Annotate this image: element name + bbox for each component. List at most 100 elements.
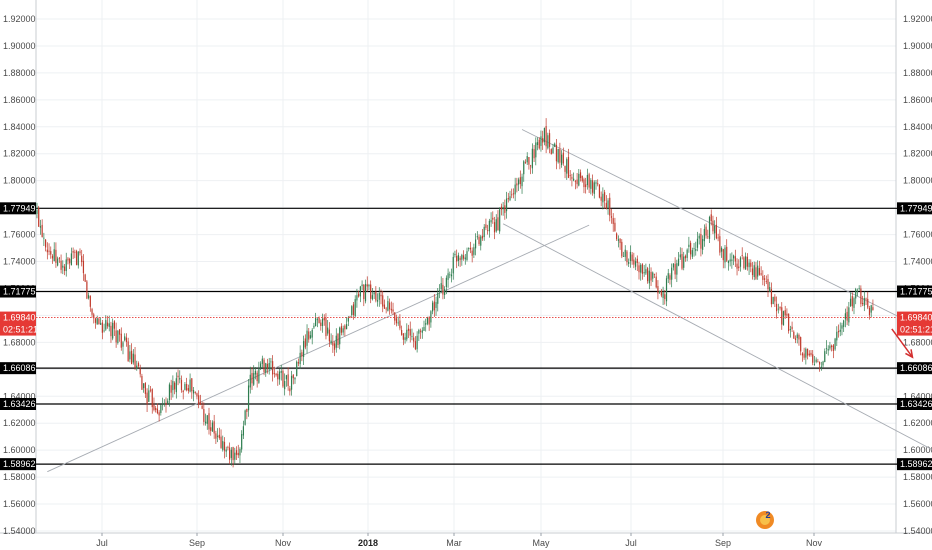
candle-body xyxy=(120,333,122,348)
candle-body xyxy=(158,412,160,416)
trend-line[interactable] xyxy=(521,129,932,386)
candle-body xyxy=(648,270,650,284)
candle-body xyxy=(617,239,619,241)
candle-body xyxy=(366,284,368,287)
candle-body xyxy=(260,363,262,368)
candle-body xyxy=(275,373,277,376)
candle-body xyxy=(681,254,683,269)
candle-body xyxy=(251,372,253,384)
candle-body xyxy=(578,173,580,186)
candle-body xyxy=(385,308,387,310)
y-tick-label: 1.90000 xyxy=(3,41,36,51)
candle-body xyxy=(368,284,370,287)
candle-body xyxy=(533,149,535,159)
candle-body xyxy=(641,264,644,274)
candle-body xyxy=(182,390,184,393)
candle-body xyxy=(480,236,482,246)
candle-body xyxy=(93,314,95,319)
candle-body xyxy=(478,236,480,245)
candle-body xyxy=(741,255,743,256)
candle-body xyxy=(605,202,607,209)
candle-body xyxy=(540,136,542,146)
candle-body xyxy=(669,275,671,280)
candle-body xyxy=(268,362,270,370)
candle-body xyxy=(394,312,396,321)
candle-body xyxy=(600,196,602,201)
level-tag-right-label: 1.71775 xyxy=(900,287,932,297)
candle-body xyxy=(820,366,822,368)
level-tag-left-label: 1.77949 xyxy=(3,203,36,213)
candle-body xyxy=(347,317,349,322)
candle-body xyxy=(387,301,389,311)
x-tick-label: Jul xyxy=(96,538,108,548)
y-tick-label: 1.90000 xyxy=(903,41,932,51)
candle-body xyxy=(51,255,54,259)
candle-body xyxy=(82,260,85,274)
candle-body xyxy=(352,304,355,315)
candle-body xyxy=(597,183,599,185)
candle-body xyxy=(562,152,564,164)
candle-body xyxy=(134,354,136,368)
y-tick-label: 1.56000 xyxy=(3,499,36,509)
trend-line[interactable] xyxy=(47,224,590,473)
candle-body xyxy=(421,330,423,333)
candle-body xyxy=(390,308,392,311)
candle-body xyxy=(225,449,227,452)
y-tick-label: 1.68000 xyxy=(903,337,932,347)
candle-body xyxy=(751,268,754,276)
forecast-arrow-shaft[interactable] xyxy=(891,328,914,358)
candle-body xyxy=(758,268,760,275)
candle-body xyxy=(339,327,341,345)
candle-body xyxy=(686,249,688,258)
x-tick-label: Mar xyxy=(446,538,462,548)
candle-body xyxy=(872,307,874,310)
candle-body xyxy=(650,271,652,281)
candle-body xyxy=(519,177,521,184)
x-tick-label: Nov xyxy=(806,538,823,548)
candle-body xyxy=(258,369,260,383)
candle-body xyxy=(509,196,511,201)
x-tick-label: Jul xyxy=(625,538,637,548)
candle-body xyxy=(36,210,38,214)
candle-body xyxy=(333,343,336,350)
candle-body xyxy=(246,408,248,412)
candle-body xyxy=(724,247,726,263)
candle-body xyxy=(371,295,373,300)
candle-body xyxy=(215,433,217,439)
candle-body xyxy=(299,352,301,365)
candle-body xyxy=(856,290,859,292)
x-tick-label: Nov xyxy=(275,538,292,548)
notification-badge[interactable]: 2 xyxy=(756,510,774,529)
candle-body xyxy=(175,378,177,393)
candle-body xyxy=(574,181,576,183)
candle-body xyxy=(585,184,587,188)
candle-body xyxy=(397,322,399,324)
candle-body xyxy=(825,348,828,350)
level-tag-left-label: 1.71775 xyxy=(3,287,36,297)
candle-body xyxy=(695,249,697,251)
candle-body xyxy=(609,197,611,216)
candle-body xyxy=(593,182,595,194)
candle-body xyxy=(79,251,81,254)
candle-body xyxy=(604,192,606,201)
trend-line[interactable] xyxy=(502,223,932,464)
forecast-arrow[interactable] xyxy=(891,328,914,359)
candle-body xyxy=(143,383,145,389)
candle-body xyxy=(208,413,210,430)
candle-body xyxy=(734,256,736,262)
candle-body xyxy=(186,384,188,391)
candle-body xyxy=(851,296,853,307)
candle-body xyxy=(189,379,191,392)
trend-lines[interactable] xyxy=(47,129,932,473)
candle-body xyxy=(278,371,281,380)
candle-body xyxy=(244,410,246,425)
candle-body xyxy=(483,226,485,238)
candle-body xyxy=(843,320,845,327)
candle-body xyxy=(813,363,816,365)
forecast-arrow-head[interactable] xyxy=(905,349,914,359)
candle-body xyxy=(399,320,401,329)
candle-body xyxy=(665,278,668,302)
candle-body xyxy=(69,258,71,264)
